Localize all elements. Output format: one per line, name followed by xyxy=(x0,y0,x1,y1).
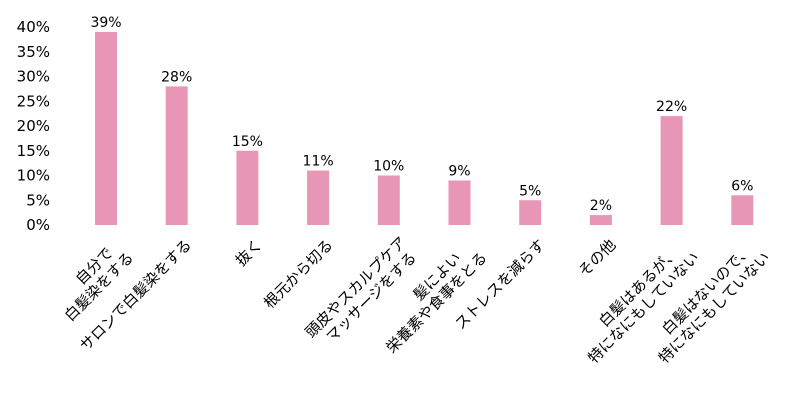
x-category-label: 抜く xyxy=(232,236,266,270)
data-label: 9% xyxy=(448,163,470,179)
y-tick-label: 15% xyxy=(17,142,50,160)
bars: 39% 28% 15% 11% 10% 9% 5% 2% 22% 6% xyxy=(90,15,754,226)
y-tick-label: 35% xyxy=(17,43,50,61)
y-tick-label: 20% xyxy=(17,117,50,135)
data-label: 39% xyxy=(90,15,121,31)
bar xyxy=(236,150,259,225)
y-tick-label: 40% xyxy=(17,18,50,36)
y-tick-label: 25% xyxy=(17,92,50,110)
bar xyxy=(377,175,400,225)
bar xyxy=(660,116,683,225)
data-label: 10% xyxy=(373,159,404,175)
x-category-label-line: 根元から切る xyxy=(260,236,336,312)
bar xyxy=(448,180,471,225)
bar xyxy=(589,215,612,225)
bar xyxy=(165,86,188,226)
bar xyxy=(95,31,117,226)
bar xyxy=(307,170,330,225)
data-label: 28% xyxy=(161,69,192,85)
y-axis: 0% 5% 10% 15% 20% 25% 30% 35% 40% xyxy=(17,18,50,234)
bar xyxy=(519,200,542,225)
data-label: 15% xyxy=(232,134,263,150)
x-category-label-line: 抜く xyxy=(232,236,266,270)
data-label: 6% xyxy=(731,178,753,194)
x-category-label: 根元から切る xyxy=(260,236,336,312)
data-label: 5% xyxy=(519,183,541,199)
data-label: 11% xyxy=(303,154,334,170)
y-tick-label: 10% xyxy=(17,167,50,185)
bar xyxy=(731,195,754,225)
x-category-label: その他 xyxy=(575,236,620,281)
x-category-label-line: その他 xyxy=(575,236,620,281)
y-tick-label: 0% xyxy=(26,216,50,234)
data-label: 22% xyxy=(656,99,687,115)
data-label: 2% xyxy=(590,198,612,214)
y-tick-label: 5% xyxy=(26,191,50,209)
y-tick-label: 30% xyxy=(17,68,50,86)
